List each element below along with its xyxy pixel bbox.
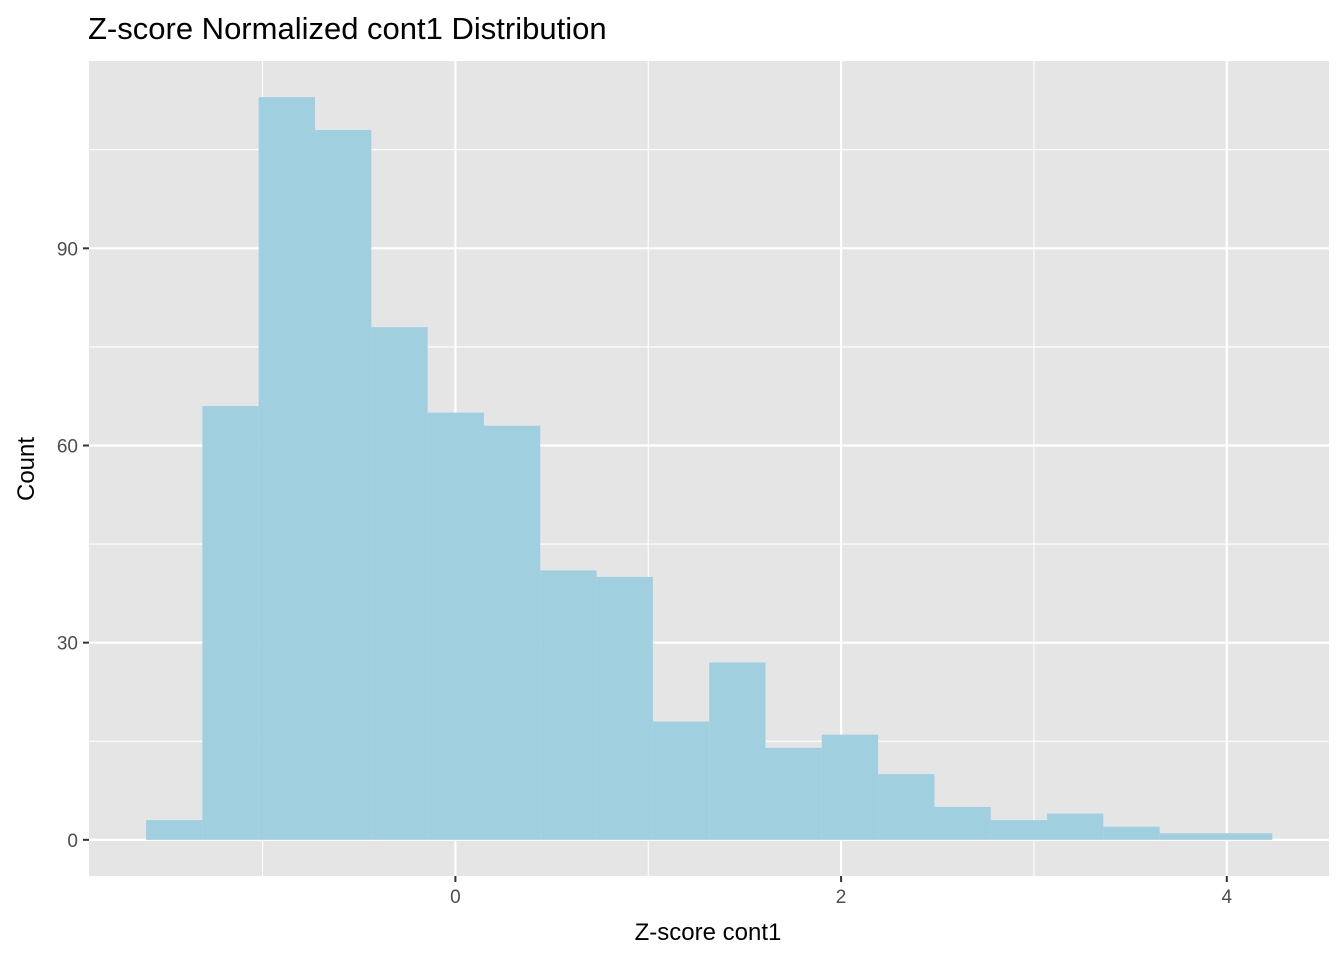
y-tick-label: 60 — [57, 436, 78, 457]
histogram-bar — [483, 425, 541, 840]
y-tick-label: 30 — [57, 634, 78, 655]
x-axis-title: Z-score cont1 — [635, 919, 782, 946]
histogram-bar — [540, 570, 597, 840]
histogram-bar — [315, 130, 372, 840]
x-tick-label: 0 — [450, 887, 461, 908]
chart-title: Z-score Normalized cont1 Distribution — [88, 11, 607, 46]
x-tick-label: 2 — [836, 887, 847, 908]
histogram-bar — [1103, 826, 1160, 840]
histogram-bars — [146, 97, 1273, 840]
y-axis-title: Count — [13, 437, 40, 501]
histogram-bar — [709, 662, 766, 840]
histogram-bar — [427, 412, 484, 840]
histogram-bar — [1047, 813, 1104, 840]
histogram-bar — [596, 576, 653, 840]
y-tick-label: 0 — [67, 831, 78, 852]
y-axis: 0 30 60 90 — [57, 239, 89, 852]
histogram-bar — [371, 327, 428, 840]
histogram-bar — [1159, 833, 1216, 840]
histogram-bar — [765, 747, 822, 840]
histogram-bar — [1215, 833, 1273, 840]
y-tick-label: 90 — [57, 239, 78, 260]
x-axis: 0 2 4 — [450, 876, 1233, 908]
histogram-bar — [934, 806, 991, 840]
histogram-bar — [146, 820, 203, 840]
histogram-bar — [990, 820, 1048, 840]
x-tick-label: 4 — [1222, 887, 1233, 908]
histogram-bar — [821, 734, 879, 840]
histogram-bar — [258, 97, 316, 840]
histogram-bar — [878, 774, 935, 840]
histogram-bar — [652, 721, 710, 840]
histogram-bar — [202, 406, 259, 840]
